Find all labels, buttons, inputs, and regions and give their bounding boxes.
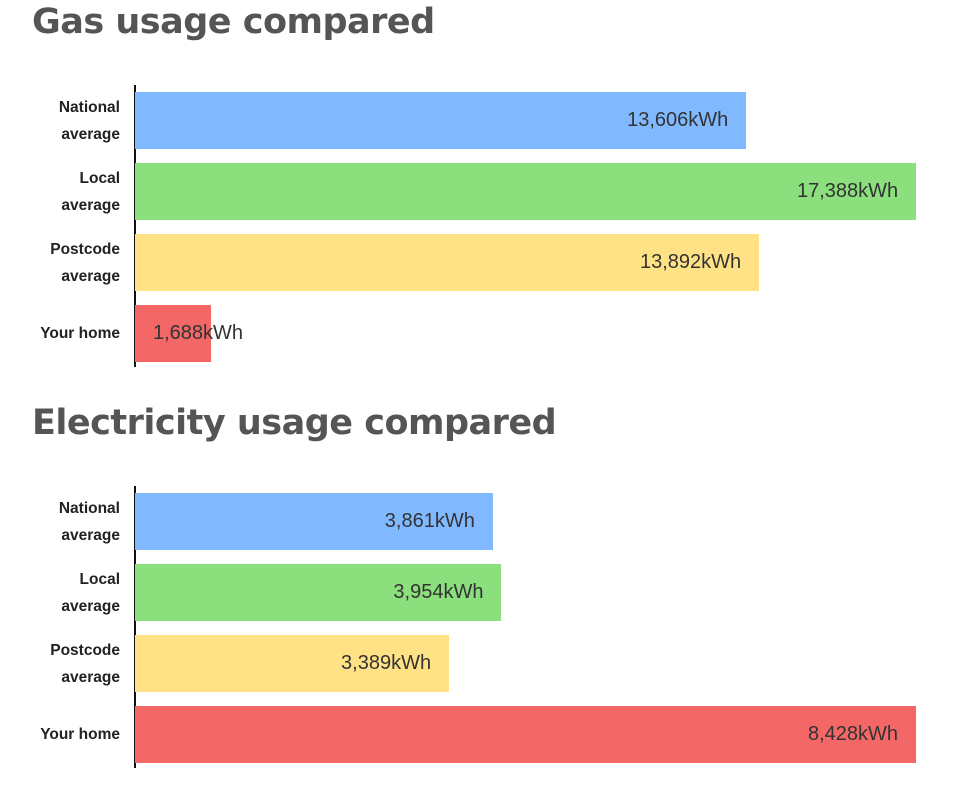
category-label: Postcode average bbox=[10, 635, 120, 692]
axis-line bbox=[134, 486, 136, 768]
value-label: 13,892kWh bbox=[639, 251, 742, 273]
bar bbox=[135, 635, 450, 692]
bar bbox=[135, 92, 747, 149]
category-text: Your home bbox=[40, 325, 120, 342]
category-label: Your home bbox=[10, 706, 120, 763]
category-text: National average bbox=[58, 98, 120, 143]
category-text: National average bbox=[58, 499, 120, 544]
category-text: Your home bbox=[40, 726, 120, 743]
category-label: Local average bbox=[10, 163, 120, 220]
category-label: Postcode average bbox=[10, 234, 120, 291]
bar bbox=[135, 564, 502, 621]
category-text: Postcode average bbox=[50, 641, 120, 686]
bar bbox=[135, 706, 916, 763]
category-label: Your home bbox=[10, 305, 120, 362]
axis-line bbox=[134, 85, 136, 367]
category-text: Postcode average bbox=[50, 240, 120, 285]
bar bbox=[135, 305, 211, 362]
category-label: Local average bbox=[10, 564, 120, 621]
value-label: 8,428kWh bbox=[808, 723, 899, 745]
value-label: 17,388kWh bbox=[797, 180, 899, 202]
value-label: 3,861kWh bbox=[384, 510, 475, 532]
value-label: 3,954kWh bbox=[393, 581, 484, 603]
category-label: National average bbox=[10, 92, 120, 149]
bar bbox=[135, 163, 916, 220]
value-label: 3,389kWh bbox=[341, 652, 432, 674]
category-text: Local average bbox=[61, 570, 120, 615]
category-label: National average bbox=[10, 493, 120, 550]
value-label: 13,606kWh bbox=[627, 109, 729, 131]
value-label: 1,688kWh bbox=[153, 322, 244, 344]
bar bbox=[135, 234, 759, 291]
category-text: Local average bbox=[61, 169, 120, 214]
chart-title: Electricity usage compared bbox=[32, 403, 557, 443]
bar bbox=[135, 493, 493, 550]
chart-title: Gas usage compared bbox=[32, 2, 435, 42]
